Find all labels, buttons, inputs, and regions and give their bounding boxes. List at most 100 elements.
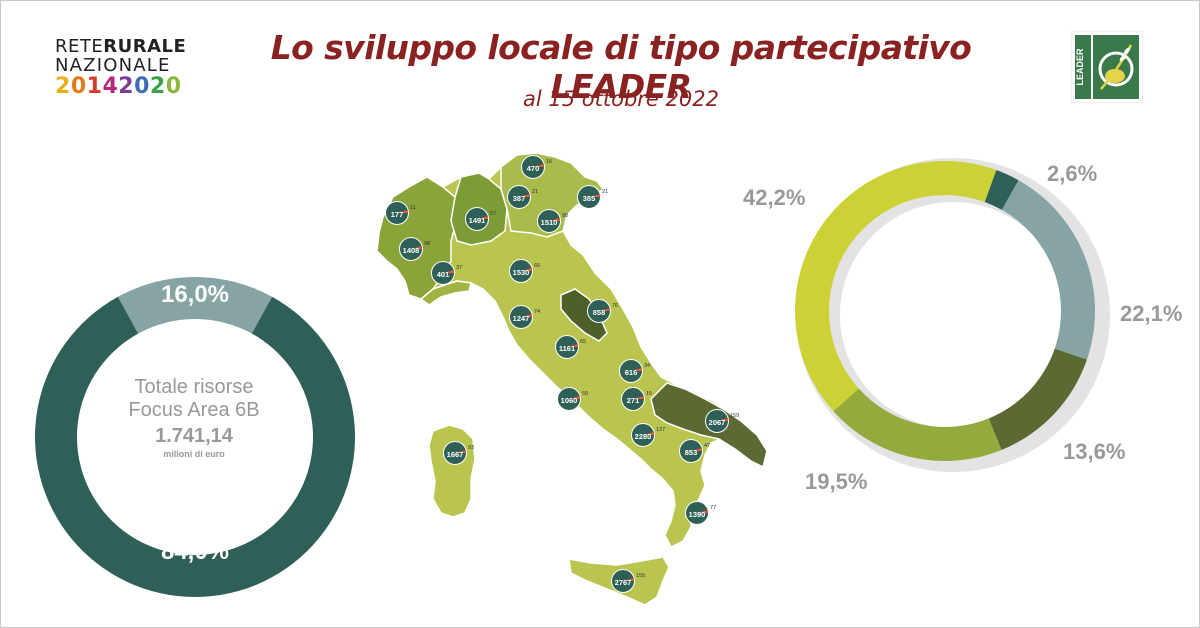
map-marker-value: 1247: [513, 314, 530, 323]
logo-rrn-digit: 0: [165, 74, 182, 99]
donut-segment: [988, 348, 1087, 450]
donut-segment: [984, 170, 1019, 210]
map-marker-value: 853: [685, 448, 698, 457]
map-marker-small: 74: [534, 309, 540, 315]
map-marker-value: 858: [593, 308, 606, 317]
logo-rrn-years: 20142020: [55, 76, 195, 98]
map-marker-value: 401: [437, 270, 450, 279]
map-marker-value: 1491: [469, 216, 486, 225]
map-marker-small: 21: [602, 189, 608, 195]
leader-logo-text: LEADER: [1075, 48, 1085, 86]
map-marker-small: 65: [580, 339, 586, 345]
rete-rurale-logo: RETERURALE NAZIONALE 20142020: [55, 38, 195, 98]
donut-right-label-19-5: 19,5%: [805, 469, 868, 494]
map-marker-value: 1530: [513, 268, 530, 277]
center-line2: Focus Area 6B: [128, 399, 260, 421]
map-marker-small: 98: [562, 213, 568, 219]
map-marker: 1667 93: [443, 441, 474, 465]
map-marker-value: 470: [527, 164, 540, 173]
map-marker-small: 47: [704, 443, 710, 449]
map-marker-value: 2767: [615, 578, 632, 587]
center-unit: milioni di euro: [163, 449, 225, 459]
map-marker-value: 1060: [561, 396, 578, 405]
map-marker-small: 76: [612, 303, 618, 309]
donut-right-label-13-6: 13,6%: [1063, 439, 1126, 464]
map-marker-value: 2067: [709, 418, 726, 427]
italy-map: 470 16 387 21 385 21 177 11 1491 57 1510 98 1408 98 40…: [376, 152, 768, 606]
map-marker-wedge: [411, 246, 422, 249]
map-marker-value: 1161: [559, 344, 575, 353]
donut-segment: [1001, 180, 1095, 360]
map-marker-value: 1390: [689, 510, 706, 519]
map-marker-wedge: [589, 194, 600, 197]
map-marker-small: 15: [646, 391, 652, 397]
map-marker-small: 159: [730, 413, 739, 419]
map-marker-value: 387: [513, 194, 526, 203]
map-marker: 1510 98: [537, 209, 568, 233]
map-marker: 271 15: [621, 387, 652, 411]
map-marker-wedge: [519, 194, 530, 197]
logo-rrn-digit: 0: [70, 74, 87, 99]
map-marker-wedge: [549, 218, 560, 221]
center-line1: Totale risorse: [134, 376, 254, 398]
map-marker-wedge: [633, 396, 644, 399]
map-marker-wedge: [455, 450, 466, 453]
map-marker-value: 1510: [541, 218, 558, 227]
map-marker: 1247 74: [509, 305, 540, 329]
map-marker-value: 271: [627, 396, 640, 405]
leader-logo: LEADER: [1071, 31, 1143, 103]
map-marker: 1060 59: [557, 387, 588, 411]
donut-left-label-2: 84,0%: [160, 538, 230, 565]
donut-right-label-42-2: 42,2%: [743, 185, 806, 210]
map-marker: 1161 65: [555, 335, 586, 359]
map-marker-small: 21: [532, 189, 538, 195]
page-title: Lo sviluppo locale di tipo partecipativo…: [270, 28, 972, 106]
donut-segment: [833, 388, 1002, 461]
map-marker-small: 37: [456, 265, 462, 271]
map-marker-wedge: [569, 396, 580, 399]
logo-rrn-digit: 0: [134, 74, 150, 99]
map-marker-wedge: [691, 448, 702, 451]
map-markers: 470 16 387 21 385 21 177 11 1491 57 1510 98 1408 98 40…: [385, 155, 739, 593]
map-marker-small: 66: [534, 263, 540, 269]
donut-left: [34, 277, 355, 597]
italy-regions: [376, 152, 768, 606]
map-marker: 401 37: [431, 261, 462, 285]
center-value: 1.741,14: [155, 425, 233, 447]
map-marker: 1530 66: [509, 259, 540, 283]
page-subtitle: al 15 ottobre 2022: [523, 87, 719, 111]
map-marker-wedge: [533, 164, 544, 167]
map-marker-wedge: [521, 268, 532, 271]
map-marker: 177 11: [385, 201, 416, 225]
map-marker-small: 11: [410, 205, 416, 211]
logo-rrn-digit: 2: [55, 74, 71, 99]
map-marker: 858 76: [587, 299, 618, 323]
map-marker-value: 1408: [403, 246, 420, 255]
map-marker-small: 77: [710, 505, 716, 511]
map-marker-small: 93: [468, 445, 474, 451]
map-marker-value: 177: [391, 210, 404, 219]
map-marker: 616 34: [619, 359, 650, 383]
donut-right-label-2-6: 2,6%: [1047, 161, 1098, 186]
map-marker-small: 127: [656, 427, 665, 433]
logo-rrn-rete: RETE: [55, 36, 104, 57]
map-marker-small: 34: [644, 363, 650, 369]
map-marker: 1408 98: [399, 237, 430, 261]
map-marker-value: 1667: [447, 450, 464, 459]
map-marker: 385 21: [577, 185, 608, 209]
map-marker-wedge: [443, 270, 454, 273]
logo-rrn-nazionale: NAZIONALE: [55, 55, 171, 76]
donut-right-label-22-1: 22,1%: [1120, 301, 1183, 326]
map-marker-wedge: [397, 210, 408, 213]
logo-rrn-digit: 1: [86, 74, 103, 99]
map-marker: 2767 155: [611, 569, 645, 593]
map-marker: 470 16: [521, 155, 552, 179]
map-marker: 1491 57: [465, 207, 496, 231]
map-marker-wedge: [631, 368, 642, 371]
map-marker: 387 21: [507, 185, 538, 209]
donut-left-label-1: 16,0%: [160, 281, 230, 308]
map-marker: 2067 159: [705, 409, 739, 433]
map-marker-wedge: [697, 510, 708, 513]
map-marker-wedge: [567, 344, 578, 347]
